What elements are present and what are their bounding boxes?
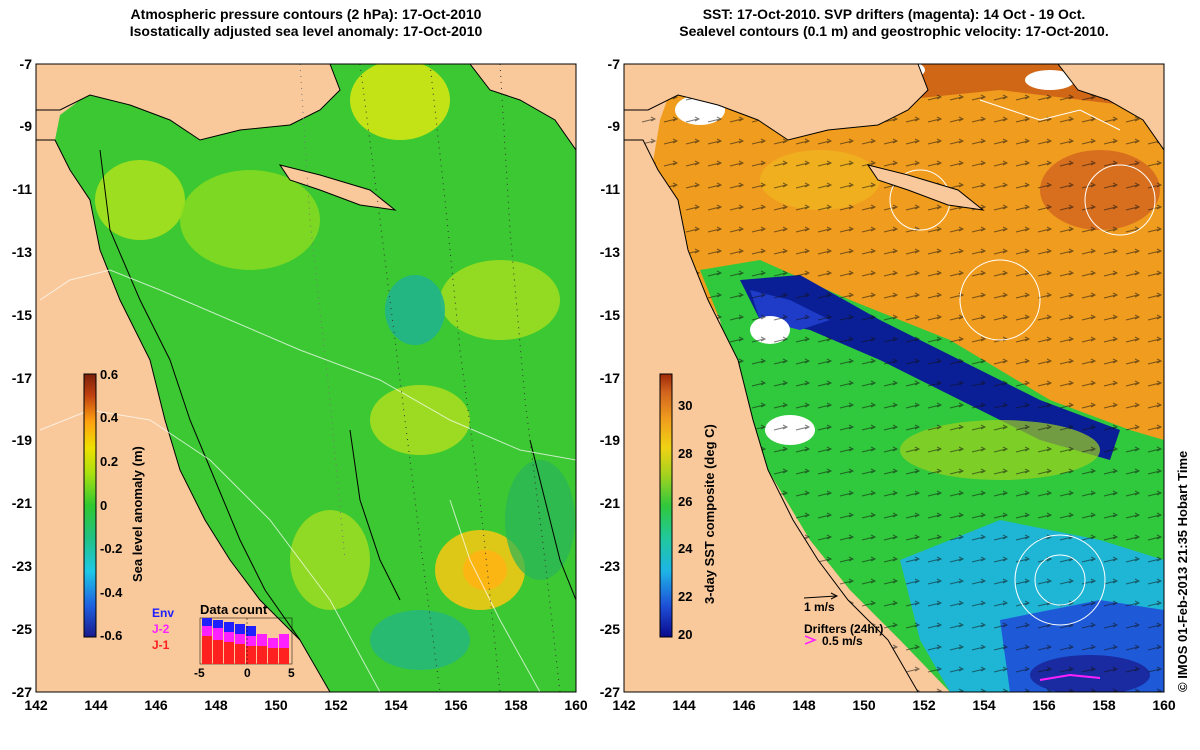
lat-tick: -7 bbox=[19, 56, 32, 72]
lon-tick: 152 bbox=[912, 697, 936, 713]
legend-env: Env bbox=[152, 606, 175, 620]
legend-j1: J-1 bbox=[152, 638, 170, 652]
histogram-bars bbox=[202, 618, 289, 664]
drifter-scale-label: 0.5 m/s bbox=[822, 634, 863, 648]
legend-j2: J-2 bbox=[152, 622, 170, 636]
lon-tick: 142 bbox=[24, 697, 48, 713]
colorbar-tick: 28 bbox=[678, 446, 693, 461]
lat-tick: -11 bbox=[12, 181, 32, 197]
drifter-scale-marker bbox=[804, 635, 818, 645]
colorbar-tick: 20 bbox=[678, 627, 693, 642]
left-map-title: Atmospheric pressure contours (2 hPa): 1… bbox=[36, 6, 576, 40]
right-title-line2: Sealevel contours (0.1 m) and geostrophi… bbox=[679, 23, 1109, 39]
data-count-tick: 5 bbox=[288, 666, 295, 680]
lat-tick: -27 bbox=[11, 684, 32, 700]
lon-tick: 144 bbox=[672, 697, 696, 713]
lon-tick: 152 bbox=[324, 697, 348, 713]
australia-land bbox=[36, 139, 331, 692]
data-count-tick: 0 bbox=[244, 666, 251, 680]
colorbar-tick: 24 bbox=[678, 541, 693, 556]
lat-tick: -21 bbox=[11, 495, 32, 511]
lon-tick: 150 bbox=[264, 697, 288, 713]
left-title-line2: Isostatically adjusted sea level anomaly… bbox=[129, 23, 483, 39]
lon-tick: 160 bbox=[564, 697, 588, 713]
drifters-label: Drifters (24hr) bbox=[804, 622, 884, 636]
colorbar-tick: 0 bbox=[100, 498, 108, 513]
lon-tick: 142 bbox=[612, 697, 636, 713]
lat-tick: -17 bbox=[11, 370, 32, 386]
colorbar-tick: -0.6 bbox=[100, 628, 123, 643]
lat-tick: -17 bbox=[599, 370, 620, 386]
lat-tick: -19 bbox=[11, 432, 32, 448]
sla-colorbar-label: Sea level anomaly (m) bbox=[130, 446, 145, 582]
colorbar-tick: 0.2 bbox=[100, 454, 119, 469]
lon-tick: 154 bbox=[972, 697, 996, 713]
lon-tick: 146 bbox=[732, 697, 756, 713]
colorbar-tick: -0.2 bbox=[100, 541, 123, 556]
data-count-histogram bbox=[199, 617, 293, 666]
lon-tick: 148 bbox=[792, 697, 816, 713]
velocity-scale-arrow bbox=[803, 592, 839, 600]
lat-tick: -9 bbox=[607, 118, 620, 134]
new-guinea-land bbox=[36, 64, 341, 141]
lon-tick: 158 bbox=[1092, 697, 1116, 713]
sst-colorbar bbox=[659, 373, 673, 638]
lat-tick: -15 bbox=[599, 307, 620, 323]
lon-tick: 160 bbox=[1152, 697, 1176, 713]
colorbar-tick: 22 bbox=[678, 589, 693, 604]
lon-tick: 146 bbox=[144, 697, 168, 713]
lat-tick: -21 bbox=[599, 495, 620, 511]
colorbar-tick: 26 bbox=[678, 494, 693, 509]
lon-tick: 156 bbox=[1032, 697, 1056, 713]
lat-tick: -9 bbox=[19, 118, 32, 134]
lat-tick: -19 bbox=[599, 432, 620, 448]
lat-tick: -23 bbox=[11, 558, 32, 574]
lon-tick: 148 bbox=[204, 697, 228, 713]
sla-colorbar bbox=[83, 373, 97, 638]
lon-tick: 144 bbox=[84, 697, 108, 713]
lon-tick: 150 bbox=[852, 697, 876, 713]
lon-tick: 158 bbox=[504, 697, 528, 713]
colorbar-tick: -0.4 bbox=[100, 585, 123, 600]
right-map bbox=[624, 64, 1164, 692]
right-map-title: SST: 17-Oct-2010. SVP drifters (magenta)… bbox=[624, 6, 1164, 40]
credit-text: © IMOS 01-Feb-2013 21:35 Hobart Time bbox=[1175, 450, 1190, 692]
right-title-line1: SST: 17-Oct-2010. SVP drifters (magenta)… bbox=[702, 6, 1086, 22]
velocity-scale-label: 1 m/s bbox=[804, 600, 835, 614]
lat-tick: -13 bbox=[11, 244, 32, 260]
lat-tick: -13 bbox=[599, 244, 620, 260]
lat-tick: -25 bbox=[11, 621, 32, 637]
colorbar-tick: 0.4 bbox=[100, 410, 119, 425]
sst-colorbar-label: 3-day SST composite (deg C) bbox=[702, 424, 717, 604]
lat-tick: -23 bbox=[599, 558, 620, 574]
lat-tick: -25 bbox=[599, 621, 620, 637]
lat-tick: -27 bbox=[599, 684, 620, 700]
lon-tick: 156 bbox=[444, 697, 468, 713]
lat-tick: -7 bbox=[607, 56, 620, 72]
colorbar-tick: 0.6 bbox=[100, 367, 119, 382]
lon-tick: 154 bbox=[384, 697, 408, 713]
lat-tick: -11 bbox=[600, 181, 620, 197]
lat-tick: -15 bbox=[11, 307, 32, 323]
left-map bbox=[36, 64, 576, 692]
data-count-title: Data count bbox=[200, 602, 268, 617]
left-title-line1: Atmospheric pressure contours (2 hPa): 1… bbox=[130, 6, 482, 22]
colorbar-tick: 30 bbox=[678, 398, 693, 413]
data-count-tick: -5 bbox=[194, 666, 205, 680]
